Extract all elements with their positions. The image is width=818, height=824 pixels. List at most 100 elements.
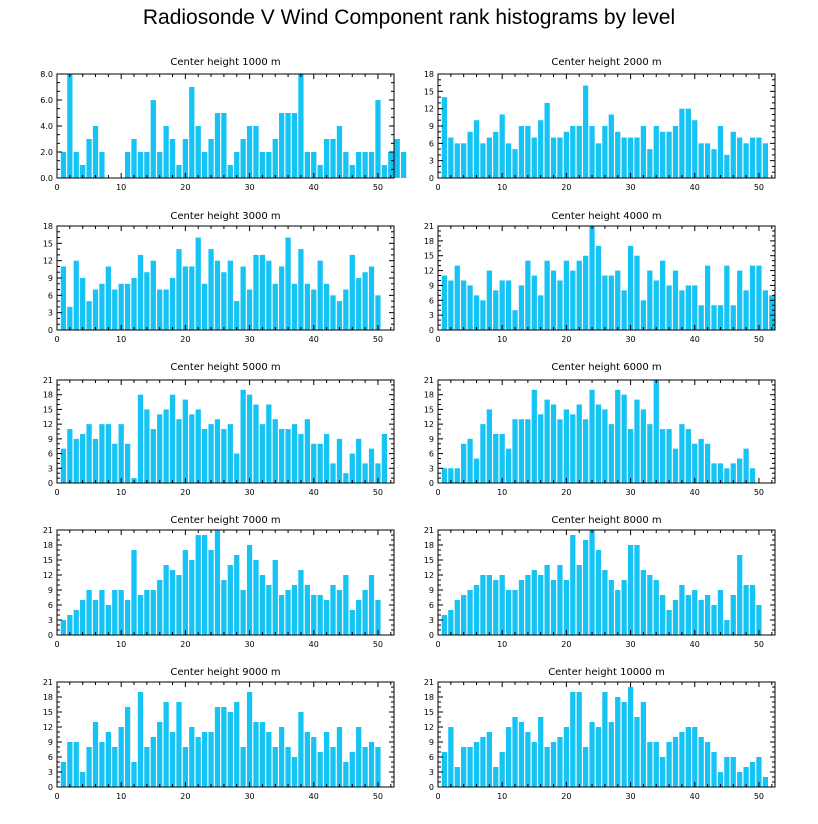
bar (137, 692, 144, 787)
bar (441, 752, 448, 787)
bar (362, 272, 368, 330)
bar (163, 702, 169, 787)
bar (621, 394, 627, 483)
bar (246, 545, 253, 635)
bar (685, 285, 691, 330)
bar (749, 762, 756, 787)
bar (627, 687, 634, 787)
bar (105, 605, 111, 635)
bar (627, 545, 634, 635)
y-tick-label: 9 (48, 274, 53, 283)
bar (105, 266, 111, 330)
bar (634, 717, 640, 787)
bar (538, 717, 544, 787)
x-tick-label: 20 (561, 335, 571, 344)
bar (368, 448, 375, 483)
bar (762, 290, 768, 330)
y-tick-label: 6 (48, 450, 53, 459)
x-tick-label: 0 (54, 183, 59, 192)
bar (672, 448, 679, 483)
bar (362, 152, 368, 178)
panel-title: Center height 1000 m (170, 57, 280, 68)
bar (304, 732, 310, 787)
bar (311, 737, 317, 787)
y-tick-label: 3 (48, 616, 53, 625)
bar (163, 289, 169, 330)
bar (202, 152, 208, 178)
bar (563, 409, 570, 483)
bar (336, 301, 343, 330)
bar (317, 752, 323, 787)
bar (557, 565, 563, 635)
y-tick-label: 6 (429, 450, 434, 459)
x-tick-label: 40 (690, 488, 700, 497)
bar (550, 580, 557, 635)
y-tick-label: 0 (429, 479, 434, 488)
bar (60, 762, 67, 787)
bar (221, 580, 227, 635)
bar (679, 108, 685, 178)
bar (227, 424, 233, 483)
x-tick-label: 40 (309, 183, 319, 192)
bar (570, 126, 576, 178)
x-tick-label: 40 (690, 640, 700, 649)
bar (595, 727, 602, 787)
y-tick-label: 0 (429, 631, 434, 640)
y-tick-label: 18 (43, 693, 53, 702)
bar (550, 137, 557, 178)
bar (266, 585, 272, 635)
bar (505, 727, 512, 787)
bar (473, 295, 480, 330)
bar (704, 443, 711, 483)
y-tick-label: 0 (48, 783, 53, 792)
bar (448, 727, 454, 787)
bar (311, 595, 317, 635)
bar (679, 290, 685, 330)
bar (227, 165, 233, 178)
bar (685, 429, 691, 483)
bar (169, 139, 176, 178)
bar (227, 565, 233, 635)
bar (118, 590, 124, 635)
x-tick-label: 0 (54, 335, 59, 344)
bar (621, 290, 627, 330)
x-tick-label: 50 (754, 792, 764, 801)
bar (234, 301, 240, 330)
bar (640, 409, 647, 483)
bar (323, 600, 330, 635)
bar (304, 152, 310, 178)
bar (92, 289, 99, 330)
bar (685, 727, 691, 787)
plot-frame (437, 379, 776, 484)
bar (169, 570, 176, 635)
bar (666, 429, 672, 483)
bar (595, 143, 602, 178)
plot-frame (56, 379, 395, 484)
panel-2: Center height 2000 m 0 10 20 30 40 50 0 3 6 9 12 15 1… (424, 57, 776, 192)
bar (634, 255, 640, 330)
bar (544, 399, 550, 483)
y-tick-label: 0 (48, 631, 53, 640)
bar (583, 255, 589, 330)
bar (525, 260, 531, 330)
bar (137, 152, 144, 178)
x-tick-label: 10 (116, 640, 126, 649)
bar (317, 595, 323, 635)
y-tick-label: 0 (429, 326, 434, 335)
bar (169, 394, 176, 483)
bar (499, 114, 505, 178)
x-tick-label: 40 (309, 488, 319, 497)
bar (176, 165, 182, 178)
bar (563, 131, 570, 178)
y-tick-label: 8.0 (40, 70, 53, 79)
y-tick-label: 3 (429, 157, 434, 166)
panel-8: Center height 8000 m 0 10 20 30 40 50 0 3 6 9 12 15 1… (424, 515, 776, 649)
bar (608, 424, 614, 483)
bar (304, 419, 310, 483)
x-tick-label: 50 (373, 183, 383, 192)
bar (86, 139, 92, 178)
y-tick-label: 12 (424, 723, 434, 732)
x-tick-label: 50 (754, 335, 764, 344)
bar (189, 87, 195, 178)
bar (246, 394, 253, 483)
